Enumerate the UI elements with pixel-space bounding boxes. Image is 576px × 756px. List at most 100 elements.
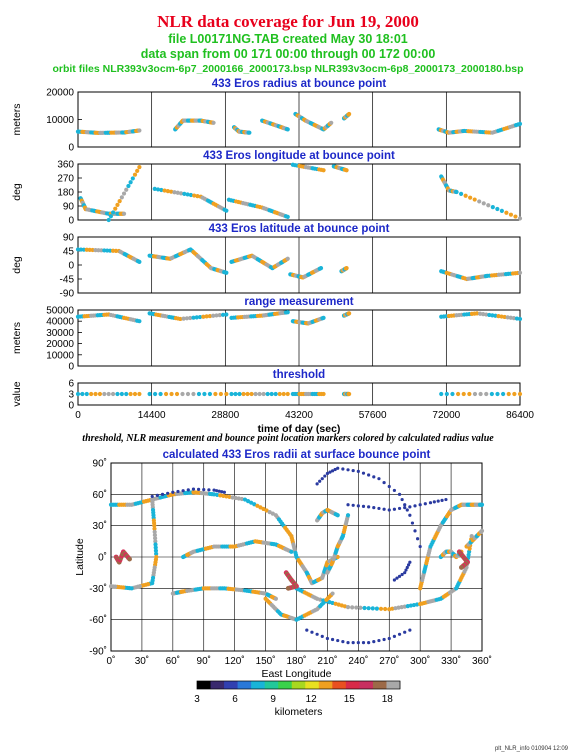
sparse-point [406,563,411,567]
sparse-point [212,488,216,492]
track-point [383,606,388,612]
colorbar-tick-label: 3 [194,694,200,705]
data-point [450,391,455,397]
sparse-point [171,490,175,494]
track-point [396,605,401,610]
data-point [174,391,180,397]
map-y-tick-label: 30˚ [93,520,107,532]
y-axis-label: deg [11,256,23,274]
track-point [242,497,248,502]
sparse-point [215,489,219,493]
sparse-point [444,497,448,502]
data-point [517,270,523,275]
data-point [484,312,489,317]
track-point [345,513,351,518]
sparse-point [413,504,417,508]
sparse-point [346,468,350,472]
map-x-axis-label: East Longitude [261,668,331,680]
map-x-tick-label: 270˚ [379,655,399,667]
y-tick-label: 40000 [46,317,74,328]
sparse-point [428,501,433,505]
sparse-point [387,484,391,489]
track-point [414,602,420,607]
x-tick-label: 57600 [359,410,387,421]
data-point [468,195,473,200]
track-point [153,542,158,547]
data-point [169,189,174,194]
sparse-point [405,565,409,570]
sparse-point [408,513,412,517]
sparse-point [361,504,366,508]
y-axis-label: meters [11,103,23,135]
colorbar-cell [251,681,266,689]
data-point [121,191,127,196]
data-point [197,314,203,320]
page-title: NLR data coverage for Jun 19, 2000 [157,12,419,31]
y-tick-label: 3 [68,390,74,401]
data-point [285,256,290,261]
map-x-tick-label: 120˚ [225,655,245,667]
track-point [467,549,472,554]
y-tick-label: 0 [68,401,74,412]
orbit-files: orbit files NLR393v3ocm-6p7_2000166_2000… [52,63,524,75]
sparse-point [408,628,412,632]
track-point [153,539,158,544]
track-point [153,545,158,550]
data-point [444,391,449,397]
colorbar-cell [291,681,306,689]
sparse-point [217,489,221,493]
data-point [211,313,216,318]
map-x-tick-label: 60˚ [166,655,180,667]
map-x-tick-label: 150˚ [256,655,276,667]
sparse-point [372,475,376,479]
data-point [207,391,213,397]
sparse-point [413,529,417,533]
data-point [110,210,116,215]
track-point [261,506,266,512]
data-point [137,128,142,133]
data-point [158,391,163,397]
y-tick-label: 45 [63,247,75,258]
colorbar-cell [305,681,320,689]
sparse-point [310,630,314,634]
colorbar-cell [210,681,225,689]
sparse-point [403,506,407,510]
track-point [370,606,375,611]
panel-title: 433 Eros radius at bounce point [212,78,387,90]
sparse-point [336,638,340,643]
track-point [467,546,472,551]
track-point [330,591,335,596]
colorbar-cell [278,681,293,689]
y-tick-label: 10000 [46,350,74,361]
sparse-point [150,494,154,499]
sparse-point [397,574,402,578]
sparse-point [387,636,391,641]
sparse-point [356,641,360,645]
data-point [481,201,486,206]
data-point [182,191,187,196]
track-point [479,502,485,507]
data-point [517,316,523,322]
track-point [270,511,275,516]
map-y-tick-label: -60˚ [89,614,107,626]
data-point [204,314,209,319]
sparse-point [328,470,332,474]
sparse-point [220,490,224,494]
sparse-point [377,506,381,511]
y-tick-label: 270 [57,174,74,185]
data-point [489,391,494,397]
sparse-point [382,507,386,511]
data-point [285,214,290,219]
data-point [202,391,207,397]
sparse-point [367,505,371,509]
sparse-point [400,572,404,577]
data-point [281,391,286,397]
data-point [224,208,229,213]
sparse-point [397,492,402,496]
sparse-point [160,492,165,496]
sparse-point [305,628,309,632]
colorbar-cell [332,681,347,689]
sparse-point [325,471,330,476]
sparse-point [382,480,386,485]
